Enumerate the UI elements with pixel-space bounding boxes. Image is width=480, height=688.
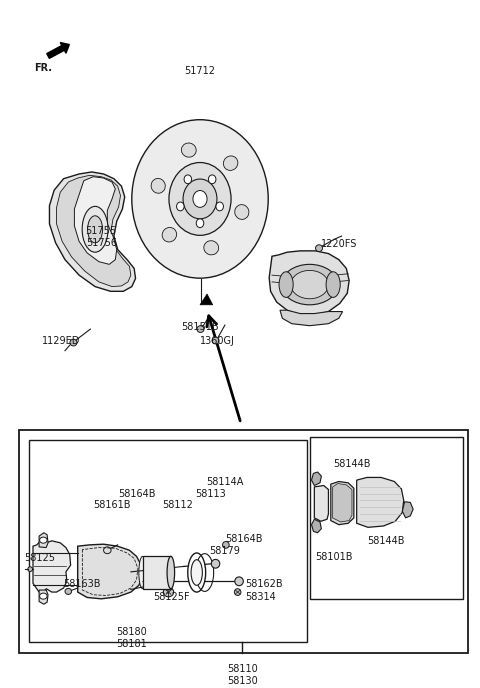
Ellipse shape [39,537,47,544]
Bar [310,437,463,599]
Ellipse shape [82,206,108,252]
Text: 58125: 58125 [24,553,56,563]
Text: 58314: 58314 [245,592,276,602]
Polygon shape [280,310,343,325]
Ellipse shape [291,270,328,299]
Polygon shape [331,482,354,525]
Ellipse shape [208,175,216,184]
Ellipse shape [177,202,184,211]
Ellipse shape [28,567,33,572]
Text: 1360GJ: 1360GJ [201,336,235,346]
Polygon shape [57,175,131,287]
Ellipse shape [132,120,268,278]
Polygon shape [402,502,413,518]
Text: 58161B: 58161B [93,500,131,510]
Ellipse shape [163,588,174,596]
Polygon shape [200,294,213,305]
Polygon shape [357,477,404,527]
Ellipse shape [235,577,243,585]
Ellipse shape [223,541,229,548]
Ellipse shape [211,559,220,568]
Ellipse shape [234,589,241,595]
Ellipse shape [212,337,219,344]
Polygon shape [39,590,48,604]
Ellipse shape [87,216,103,243]
Ellipse shape [181,143,196,157]
Ellipse shape [184,175,192,184]
Polygon shape [39,533,48,548]
Text: 58163B: 58163B [63,579,100,589]
Polygon shape [269,251,349,316]
Ellipse shape [191,560,203,585]
Text: 51755
51756: 51755 51756 [85,226,117,248]
Text: 1129ED: 1129ED [42,336,81,346]
Ellipse shape [162,228,177,242]
Polygon shape [33,541,71,592]
Polygon shape [49,172,135,291]
Ellipse shape [204,241,218,255]
Ellipse shape [139,557,146,589]
Ellipse shape [65,588,72,594]
Bar [29,440,307,642]
Ellipse shape [193,191,207,207]
Text: 58125F: 58125F [154,592,190,602]
Ellipse shape [197,325,204,332]
Text: 58114A: 58114A [206,477,244,487]
Ellipse shape [196,219,204,228]
Text: 58180
58181: 58180 58181 [117,627,147,649]
Ellipse shape [183,179,217,219]
Text: 58151B: 58151B [181,323,219,332]
Text: 58110
58130: 58110 58130 [227,664,258,686]
Ellipse shape [279,272,293,297]
Text: 58164B: 58164B [119,489,156,499]
Text: 58144B: 58144B [333,459,371,469]
Bar [19,430,468,653]
Text: 58112: 58112 [162,500,193,510]
Text: 58113: 58113 [195,489,226,499]
Ellipse shape [223,156,238,171]
Bar [143,557,171,589]
Ellipse shape [326,272,340,297]
Text: 58179: 58179 [209,546,240,556]
Polygon shape [74,177,117,264]
Ellipse shape [167,557,175,589]
Text: 58144B: 58144B [367,536,405,546]
Polygon shape [333,484,352,522]
Ellipse shape [151,178,165,193]
Text: 51712: 51712 [184,66,216,76]
Polygon shape [312,519,322,533]
Ellipse shape [39,593,47,599]
Text: 58162B: 58162B [245,579,282,589]
Ellipse shape [169,162,231,235]
Ellipse shape [216,202,224,211]
Text: FR.: FR. [35,63,52,74]
Text: 1220FS: 1220FS [321,239,357,249]
Polygon shape [314,486,328,522]
Text: 58101B: 58101B [315,552,353,561]
FancyArrow shape [47,43,69,58]
Text: 58164B: 58164B [225,534,263,544]
Ellipse shape [70,339,77,346]
Ellipse shape [235,204,249,219]
Ellipse shape [104,547,111,554]
Ellipse shape [188,553,205,592]
Ellipse shape [315,245,323,252]
Ellipse shape [281,264,338,305]
Polygon shape [312,472,322,486]
Polygon shape [78,544,142,599]
